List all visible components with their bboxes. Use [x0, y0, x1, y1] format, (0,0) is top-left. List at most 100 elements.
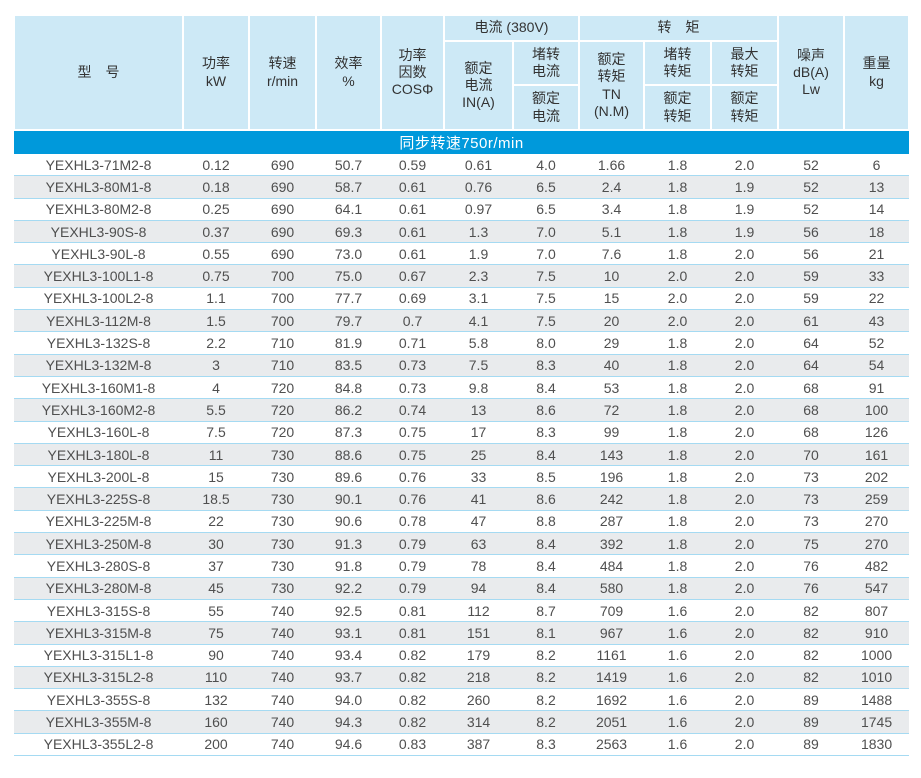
cell: 50.7 — [316, 154, 381, 177]
cell: 8.4 — [513, 376, 580, 400]
cell: 740 — [249, 599, 316, 623]
cell: 52 — [778, 198, 845, 221]
cell: 93.1 — [316, 621, 381, 645]
cell: 0.74 — [381, 398, 444, 422]
cell: YEXHL3-160M1-8 — [14, 376, 183, 400]
cell: 690 — [249, 220, 316, 244]
cell: 740 — [249, 621, 316, 645]
cell: 14 — [844, 198, 910, 221]
cell: YEXHL3-80M2-8 — [14, 198, 183, 221]
cell: 55 — [183, 599, 249, 623]
cell: 1.66 — [579, 154, 645, 177]
cell: 1745 — [844, 710, 910, 734]
cell: 720 — [249, 398, 316, 422]
cell: 1.8 — [644, 220, 712, 244]
cell: 1.9 — [711, 198, 779, 221]
table-row: YEXHL3-160L-8 7.5 720 87.3 0.75 17 8.3 99 1.8 2.0… — [14, 421, 910, 444]
cell: 75.0 — [316, 264, 381, 288]
cell: YEXHL3-355L2-8 — [14, 733, 183, 757]
cell: 1.8 — [644, 154, 712, 177]
header-power: 功率 kW — [182, 14, 250, 131]
cell: 8.6 — [513, 398, 580, 422]
cell: 2.0 — [644, 309, 712, 333]
cell: 8.3 — [513, 733, 580, 757]
cell: 64.1 — [316, 198, 381, 221]
cell: 730 — [249, 554, 316, 578]
cell: 730 — [249, 510, 316, 534]
cell: YEXHL3-225S-8 — [14, 487, 183, 511]
cell: 87.3 — [316, 421, 381, 444]
cell: 4.0 — [513, 154, 580, 177]
cell: 1.8 — [644, 331, 712, 355]
cell: 2.0 — [711, 465, 779, 489]
cell: 1.6 — [644, 621, 712, 645]
cell: YEXHL3-90S-8 — [14, 220, 183, 244]
cell: 2.2 — [183, 331, 249, 355]
cell: 0.82 — [381, 710, 444, 734]
cell: 89 — [778, 688, 845, 712]
cell: 0.82 — [381, 644, 444, 667]
cell: 0.82 — [381, 688, 444, 712]
cell: 740 — [249, 644, 316, 667]
header-speed: 转速 r/min — [248, 14, 317, 131]
cell: 75 — [183, 621, 249, 645]
cell: 8.6 — [513, 487, 580, 511]
cell: YEXHL3-280M-8 — [14, 577, 183, 600]
cell: 100 — [844, 398, 910, 422]
table-row: YEXHL3-90S-8 0.37 690 69.3 0.61 1.3 7.0 5.1 1.8 1… — [14, 220, 910, 244]
header-locked-current-numerator: 堵转 电流 — [511, 40, 581, 86]
cell: 52 — [844, 331, 910, 355]
cell: 2.0 — [711, 577, 779, 600]
cell: 90.1 — [316, 487, 381, 511]
cell: 43 — [844, 309, 910, 333]
cell: 1.9 — [444, 242, 513, 266]
header-weight: 重量 kg — [843, 14, 911, 131]
cell: 314 — [444, 710, 513, 734]
cell: 8.4 — [513, 577, 580, 600]
cell: 82 — [778, 666, 845, 690]
cell: 18.5 — [183, 487, 249, 511]
cell: 8.5 — [513, 465, 580, 489]
cell: 1.8 — [644, 577, 712, 600]
cell: 484 — [579, 554, 645, 578]
cell: 54 — [844, 354, 910, 377]
cell: 196 — [579, 465, 645, 489]
cell: 7.0 — [513, 242, 580, 266]
cell: 0.61 — [381, 198, 444, 221]
cell: 218 — [444, 666, 513, 690]
cell: 56 — [778, 242, 845, 266]
header-current-group: 电流 (380V) — [442, 14, 581, 42]
cell: 2.0 — [711, 354, 779, 377]
cell: 690 — [249, 242, 316, 266]
cell: 89 — [778, 710, 845, 734]
cell: 22 — [844, 287, 910, 311]
cell: 730 — [249, 532, 316, 556]
cell: 3 — [183, 354, 249, 377]
cell: 709 — [579, 599, 645, 623]
cell: 7.5 — [513, 309, 580, 333]
cell: 730 — [249, 443, 316, 467]
cell: 40 — [579, 354, 645, 377]
cell: 2.0 — [711, 421, 779, 444]
cell: 1.8 — [644, 175, 712, 199]
motor-spec-table: 型 号 功率 kW 转速 r/min 效率 % 功率 因数 COSΦ 电流 (3… — [13, 14, 911, 757]
cell: 73 — [778, 487, 845, 511]
banner-row: 同步转速750r/min — [14, 130, 910, 154]
cell: 75 — [778, 532, 845, 556]
cell: 29 — [579, 331, 645, 355]
cell: 202 — [844, 465, 910, 489]
cell: 740 — [249, 733, 316, 757]
cell: 0.12 — [183, 154, 249, 177]
cell: 2.0 — [711, 309, 779, 333]
cell: 2.0 — [711, 644, 779, 667]
cell: 1161 — [579, 644, 645, 667]
table-row: YEXHL3-160M2-8 5.5 720 86.2 0.74 13 8.6 72 1.8 2.… — [14, 398, 910, 422]
cell: YEXHL3-225M-8 — [14, 510, 183, 534]
cell: 0.61 — [444, 154, 513, 177]
cell: 86.2 — [316, 398, 381, 422]
cell: 5.8 — [444, 331, 513, 355]
cell: YEXHL3-180L-8 — [14, 443, 183, 467]
cell: 56 — [778, 220, 845, 244]
cell: 0.69 — [381, 287, 444, 311]
cell: 94 — [444, 577, 513, 600]
